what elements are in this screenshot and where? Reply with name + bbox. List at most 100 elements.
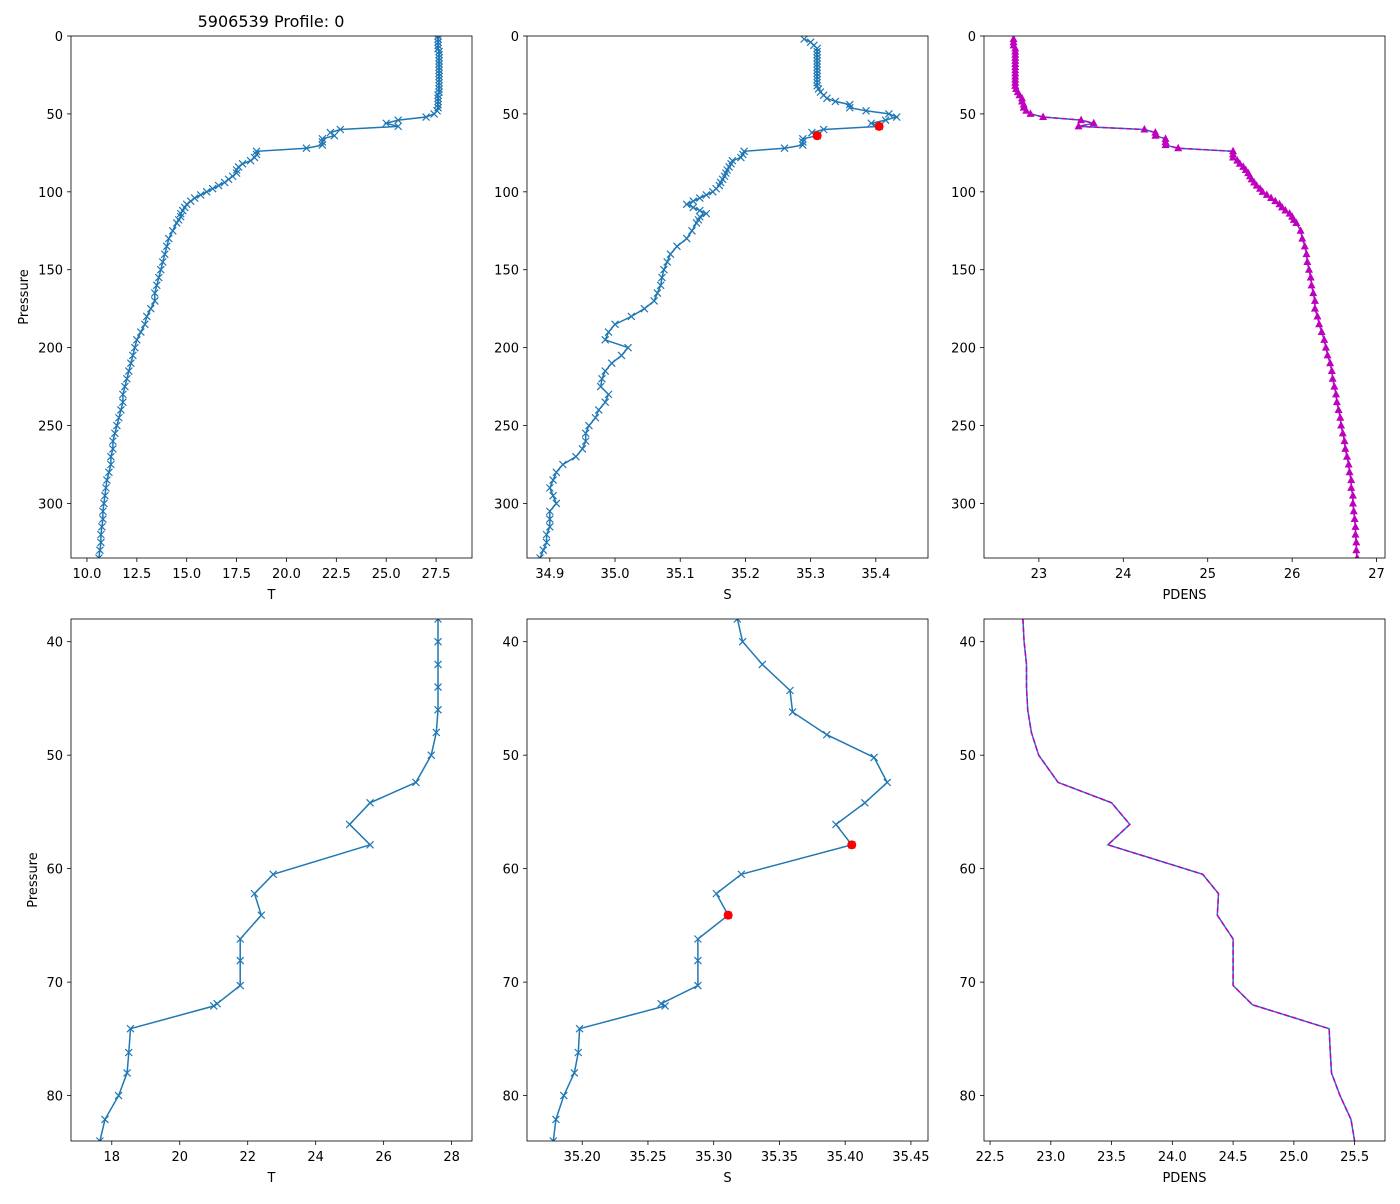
panel-2-x-tick-label: 35.1 — [666, 567, 695, 582]
panel-1-data-point — [97, 538, 105, 547]
panel-2-y-tick-label: 250 — [494, 420, 519, 435]
panel-2-data-point — [736, 153, 745, 162]
panel-2-data-point — [545, 522, 554, 531]
panel-1-data-point — [435, 47, 444, 56]
panel-3-data-point — [1336, 413, 1345, 421]
panel-1-x-tick-label: 12.5 — [122, 567, 151, 582]
panel-3-data-point — [1161, 140, 1170, 149]
panel-3-data-point — [1151, 131, 1160, 139]
panel-6-axes-frame — [983, 618, 1386, 1142]
panel-3-data-point — [1349, 506, 1358, 515]
panel-3-data-point — [1271, 196, 1280, 205]
panel-4-data-point — [434, 619, 442, 623]
panel-4-y-tick-label: 80 — [46, 1090, 63, 1105]
panel-5-data-point — [570, 1068, 579, 1077]
panel-2-data-point — [585, 421, 593, 430]
panel-3-data-point — [1303, 257, 1312, 265]
panel-6-density-overlay — [1022, 619, 1356, 1141]
panel-1-data-point — [98, 515, 107, 523]
panel-3-data-point — [1089, 118, 1098, 127]
panel-2-data-point — [867, 119, 876, 128]
panel-5-data-point — [786, 686, 794, 695]
panel-6-plot-area — [1022, 619, 1356, 1141]
panel-4-data-point — [236, 981, 245, 990]
panel-1-data-point — [208, 184, 217, 193]
panel-1-data-point — [132, 335, 141, 344]
panel-1-data-point — [106, 452, 115, 461]
panel-1-x-tick-label: 27.5 — [422, 567, 451, 582]
panel-1-data-point — [318, 138, 327, 146]
panel-2-data-point — [581, 429, 590, 438]
panel-5-x-tick-label: 35.45 — [892, 1150, 929, 1165]
panel-1: 10.0 12.5 15.0 17.5 20.0 22.5 25.0 27.5 0 50 100 15… — [17, 30, 473, 603]
panel-2-data-point — [604, 328, 613, 336]
panel-3-plot-area — [1009, 36, 1361, 558]
panel-2-data-point — [545, 507, 554, 516]
panel-4-x-axis-label: T — [267, 1171, 276, 1186]
panel-2-data-point — [823, 94, 831, 103]
panel-2-data-point — [813, 66, 822, 75]
panel-2-data-point — [813, 78, 822, 87]
panel-1-data-point — [136, 328, 145, 336]
panel-2-data-point — [813, 50, 822, 59]
panel-3-data-point — [1281, 206, 1290, 214]
panel-1-data-point — [434, 38, 443, 47]
panel-1-data-point — [130, 343, 139, 352]
panel-1-data-point — [168, 226, 177, 235]
panel-1-y-axis-label: Pressure — [17, 269, 32, 325]
panel-4-data-point — [366, 798, 374, 807]
panel-2-data-point — [813, 47, 822, 56]
panel-3-x-tick-label: 24 — [1115, 567, 1132, 582]
panel-2-data-point — [650, 296, 659, 305]
panel-1-y-tick-label: 100 — [38, 186, 63, 201]
panel-5-data-point — [870, 753, 879, 762]
panel-2-data-point — [545, 515, 554, 523]
panel-3-data-point — [1351, 530, 1360, 538]
panel-1-data-point — [430, 109, 439, 118]
panel-2-data-point — [549, 491, 558, 500]
panel-6-y-tick-label: 80 — [959, 1090, 976, 1105]
panel-5-y-tick-label: 80 — [502, 1090, 519, 1105]
panel-1-data-point — [154, 273, 163, 282]
panel-4-data-point — [124, 1048, 133, 1057]
panel-1-plot-area — [95, 36, 444, 558]
panel-2-data-point — [594, 406, 603, 414]
panel-3-data-point — [1229, 153, 1238, 161]
panel-2-data-point — [601, 367, 610, 375]
panel-1-data-point — [228, 172, 237, 181]
panel-4-data-point — [209, 1002, 218, 1010]
panel-4-data-point — [95, 1137, 104, 1141]
panel-4-axes-frame — [70, 618, 473, 1142]
panel-6-y-tick-label: 60 — [959, 863, 976, 878]
panel-2-data-point — [702, 209, 711, 218]
panel-4-data-point — [434, 637, 442, 646]
panel-3-data-point — [1323, 350, 1332, 359]
panel-2-data-point — [819, 125, 828, 134]
panel-4-data-point — [269, 870, 278, 879]
panel-2-axes-frame — [526, 35, 929, 559]
panel-5-data-point — [693, 981, 702, 990]
panel-4-data-point — [213, 999, 222, 1008]
panel-2-data-point — [798, 138, 807, 146]
panel-5-data-point — [661, 1002, 669, 1010]
panel-3-data-point — [1022, 106, 1031, 114]
panel-2-data-point — [591, 413, 600, 422]
panel-3-data-point — [1305, 265, 1314, 273]
panel-3-data-point — [1298, 234, 1307, 242]
panel-3-data-point — [1345, 467, 1354, 476]
panel-2-data-point — [682, 234, 691, 243]
panel-3-data-point — [1327, 366, 1336, 375]
panel-2-x-tick-label: 35.3 — [796, 567, 825, 582]
panel-1-data-point — [435, 69, 444, 78]
panel-4: 18 20 22 24 26 28 40 50 60 70 80 T Pressure — [26, 618, 473, 1186]
panel-5-data-point — [693, 956, 702, 965]
panel-5-data-point — [758, 660, 767, 669]
panel-2-data-point — [558, 460, 567, 469]
panel-1-x-tick-label: 20.0 — [272, 567, 301, 582]
panel-3-data-point — [1267, 193, 1276, 202]
panel-3-data-point — [1326, 358, 1335, 367]
panel-1-data-point — [97, 522, 106, 531]
panel-1-y-tick-label: 150 — [38, 264, 63, 279]
panel-2-plot-area — [536, 36, 901, 558]
panel-4-data-point — [236, 956, 245, 965]
